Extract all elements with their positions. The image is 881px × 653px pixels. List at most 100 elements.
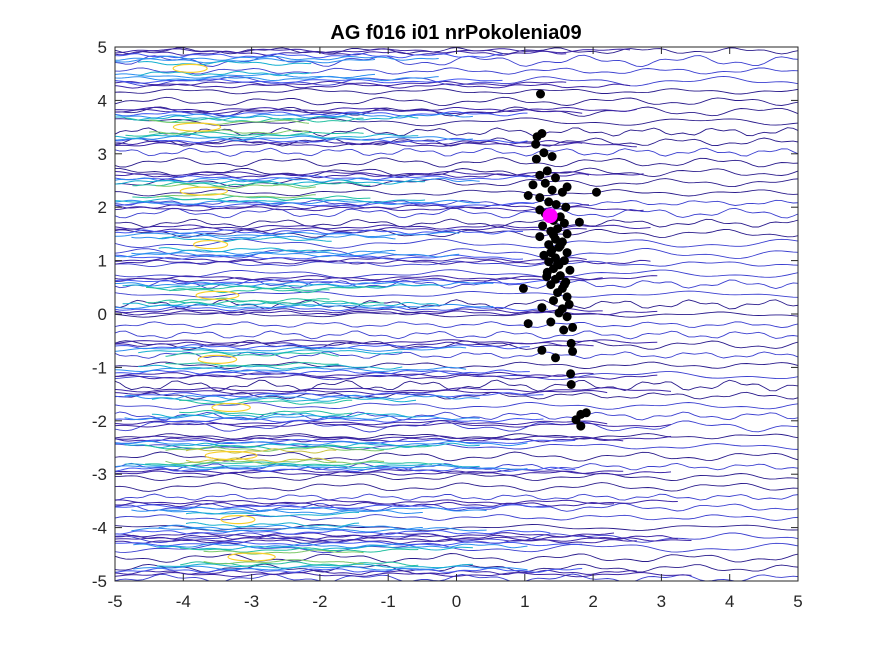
contour-band-line [115, 504, 551, 510]
contour-band-line [131, 527, 487, 533]
population-point [539, 148, 549, 158]
population-point [531, 154, 541, 164]
contour-band-line [115, 53, 503, 59]
population-point [523, 319, 533, 329]
population-point [559, 325, 569, 335]
contour-line [115, 117, 798, 127]
contour-band-line [115, 78, 503, 84]
contour-band-line [115, 204, 590, 210]
population-point [554, 308, 564, 318]
y-tick-label: 4 [98, 91, 107, 110]
contour-band-line [115, 437, 624, 443]
contour-band-line [115, 569, 637, 576]
population-point [540, 178, 550, 188]
contour-band-line [115, 75, 439, 82]
contour-band-line [115, 419, 608, 426]
contour-band-line [203, 559, 364, 565]
y-tick-label: -3 [92, 465, 107, 484]
population-point [562, 292, 572, 302]
population-point [562, 229, 572, 239]
contour-line [115, 402, 798, 410]
best-point [542, 208, 558, 224]
contour-line [115, 524, 798, 532]
y-tick-label: -4 [92, 519, 107, 538]
contour-band-line [115, 83, 631, 89]
contour-band-line [115, 133, 419, 139]
contour-band-line [203, 549, 364, 555]
contour-band-line [185, 448, 337, 454]
population-point [555, 212, 565, 222]
contour-band-line [158, 236, 332, 242]
population-point [537, 345, 547, 355]
contour-line [115, 218, 798, 228]
contour-line [115, 88, 798, 95]
contour-band-line [185, 457, 337, 463]
x-tick-label: 1 [520, 592, 529, 611]
population-point [523, 191, 533, 200]
population-point [581, 408, 591, 418]
contour-band-line [165, 351, 339, 357]
population-point [538, 221, 548, 231]
contour-band-line [115, 73, 376, 79]
contour-band-line [138, 71, 312, 77]
contour-band-line [115, 308, 603, 314]
population-point [559, 218, 569, 228]
contour-band-line [131, 249, 396, 255]
population-point [562, 312, 572, 322]
population-point [544, 257, 554, 267]
contour-band-line [155, 183, 316, 189]
contour-band-line [115, 567, 583, 574]
contour-band-line [122, 301, 439, 308]
contour-band-line [115, 417, 544, 423]
contour-line [115, 290, 798, 298]
contour-line [115, 127, 798, 137]
population-point [535, 232, 545, 242]
y-tick-label: 1 [98, 252, 107, 271]
contour-band-line [115, 538, 637, 545]
population-point [576, 421, 586, 431]
population-point [549, 296, 558, 306]
contour-peak [227, 552, 276, 562]
population-point [561, 202, 571, 212]
contour-band-line [115, 346, 467, 352]
population-point [546, 280, 556, 290]
contour-band-line [115, 80, 567, 87]
contour-band-line [185, 522, 360, 528]
population-point [566, 338, 576, 348]
contour-band-line [133, 543, 528, 549]
contour-band-line [115, 422, 672, 428]
population-point [559, 280, 569, 290]
contour-band-line [115, 499, 678, 505]
y-tick-label: 2 [98, 198, 107, 217]
contour-band-line [115, 173, 590, 179]
contour-band-line [122, 283, 439, 289]
population-point [535, 170, 545, 180]
contour-band-line [115, 109, 583, 115]
population-point [592, 187, 601, 197]
contour-peak [211, 402, 251, 413]
y-tick-label: -1 [92, 358, 107, 377]
population-point [536, 89, 545, 99]
contour-band-line [115, 199, 480, 206]
population-point [562, 248, 572, 258]
contour-line [115, 157, 798, 168]
contour-peak [172, 63, 208, 73]
x-tick-label: 2 [588, 592, 597, 611]
contour-band-line [115, 439, 576, 445]
population-point [551, 200, 561, 209]
contour-line [115, 147, 798, 157]
contour-band-line [115, 201, 535, 208]
contour-band-line [115, 389, 608, 395]
contour-band-line [165, 446, 385, 452]
contour-line [115, 189, 798, 197]
contour-band-line [115, 536, 692, 542]
contour-band-line [115, 139, 583, 146]
contour-band-line [115, 440, 528, 447]
contour-layer [115, 47, 798, 581]
contour-band-line [169, 297, 330, 303]
contour-line [115, 451, 798, 462]
population-point [531, 139, 541, 149]
population-point [565, 265, 575, 275]
contour-line [115, 269, 798, 279]
